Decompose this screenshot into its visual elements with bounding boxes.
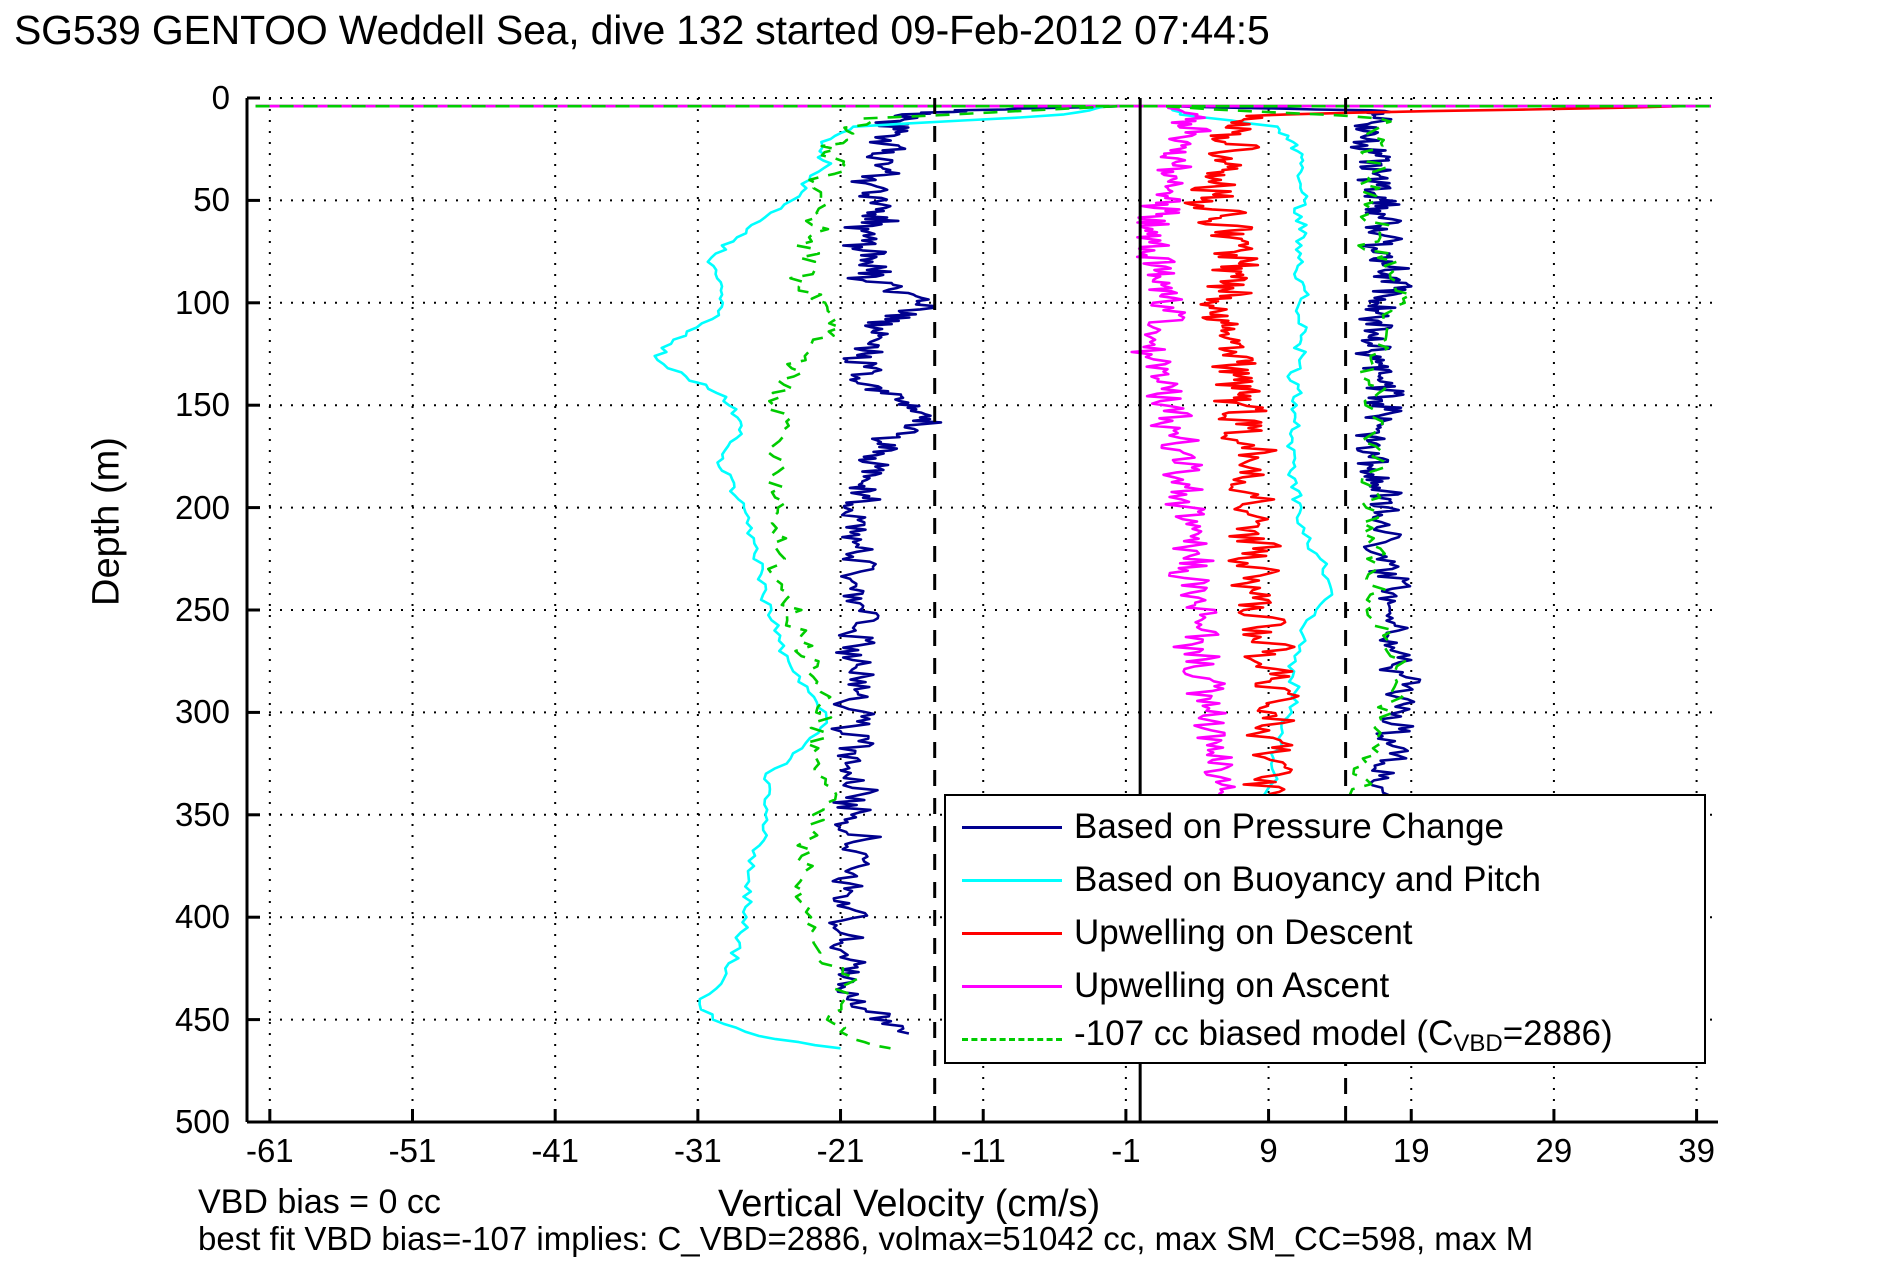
legend-label-suffix: =2886) xyxy=(1502,1014,1613,1053)
legend-label: -107 cc biased model (CVBD=2886) xyxy=(1074,1015,1613,1063)
legend-item-biased-model[interactable]: -107 cc biased model (CVBD=2886) xyxy=(946,1012,1613,1066)
legend-swatch-upwelling-ascent-icon xyxy=(962,976,1062,996)
series-line-upwelling-on-descent xyxy=(1183,104,1681,796)
legend: Based on Pressure Change Based on Buoyanc… xyxy=(944,794,1706,1064)
legend-label-subscript: VBD xyxy=(1453,1030,1503,1057)
y-tick-label: 500 xyxy=(174,1103,230,1140)
legend-label-prefix: -107 cc biased model (C xyxy=(1074,1014,1454,1053)
legend-item-buoyancy-pitch[interactable]: Based on Buoyancy and Pitch xyxy=(946,853,1541,907)
y-tick-label: 200 xyxy=(174,488,230,526)
legend-label: Based on Buoyancy and Pitch xyxy=(1074,860,1541,899)
series-line-107-cc-biased-model-c-vbd-2886 xyxy=(765,104,1118,1050)
y-tick-label: 350 xyxy=(174,795,230,833)
x-axis-label: Vertical Velocity (cm/s) xyxy=(718,1183,1101,1225)
series-line-upwelling-on-ascent xyxy=(1130,104,1236,796)
x-tick-label: -41 xyxy=(531,1132,580,1169)
x-tick-label: -1 xyxy=(1111,1132,1141,1169)
x-tick-label: -21 xyxy=(816,1132,865,1169)
x-tick-label: -61 xyxy=(245,1132,294,1169)
y-tick-label: 450 xyxy=(174,1000,230,1038)
x-tick-label: 29 xyxy=(1535,1132,1573,1169)
legend-label: Upwelling on Descent xyxy=(1074,913,1413,952)
series-line-based-on-buoyancy-and-pitch xyxy=(653,104,1106,1050)
x-tick-label: 39 xyxy=(1678,1132,1715,1169)
legend-swatch-upwelling-descent-icon xyxy=(962,923,1062,943)
x-tick-label: -11 xyxy=(960,1132,1006,1169)
series-line-based-on-pressure-change xyxy=(828,104,1119,1035)
y-tick-label: 0 xyxy=(211,79,230,116)
x-tick-label: 9 xyxy=(1259,1132,1278,1169)
legend-swatch-biased-model-icon xyxy=(962,1029,1062,1049)
legend-label: Based on Pressure Change xyxy=(1074,807,1504,846)
y-tick-label: 400 xyxy=(174,898,230,936)
y-tick-label: 50 xyxy=(193,181,230,219)
legend-item-upwelling-descent[interactable]: Upwelling on Descent xyxy=(946,906,1413,960)
y-tick-label: 250 xyxy=(174,591,230,628)
legend-label: Upwelling on Ascent xyxy=(1074,966,1390,1005)
footer-annotation: best fit VBD bias=-107 implies: C_VBD=28… xyxy=(198,1220,1534,1257)
legend-swatch-buoyancy-pitch-icon xyxy=(962,870,1062,890)
y-tick-label: 300 xyxy=(174,693,230,731)
legend-item-pressure-change[interactable]: Based on Pressure Change xyxy=(946,800,1504,854)
y-tick-label: 150 xyxy=(174,386,230,424)
x-tick-label: 19 xyxy=(1392,1132,1430,1169)
y-tick-label: 100 xyxy=(174,283,230,321)
legend-swatch-pressure-change-icon xyxy=(962,817,1062,837)
page-title: SG539 GENTOO Weddell Sea, dive 132 start… xyxy=(14,7,1270,53)
x-tick-label: -31 xyxy=(674,1132,722,1169)
x-tick-label: -51 xyxy=(388,1132,437,1169)
legend-item-upwelling-ascent[interactable]: Upwelling on Ascent xyxy=(946,959,1389,1013)
vbd-bias-annotation: VBD bias = 0 cc xyxy=(198,1183,441,1221)
